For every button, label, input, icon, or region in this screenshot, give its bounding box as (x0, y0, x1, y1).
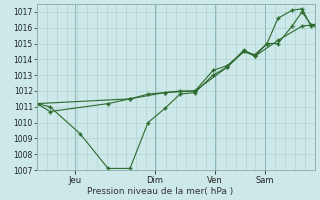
Text: Pression niveau de la mer( hPa ): Pression niveau de la mer( hPa ) (87, 187, 233, 196)
